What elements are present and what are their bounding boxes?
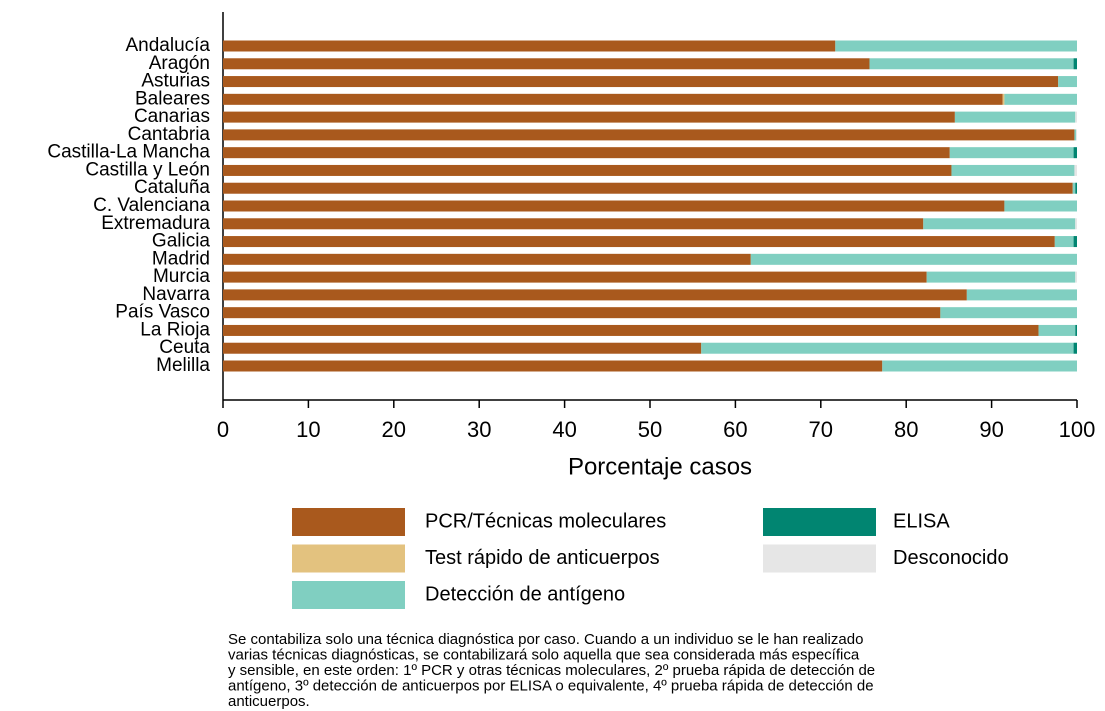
bar-segment	[954, 111, 1076, 123]
legend-label: Test rápido de anticuerpos	[425, 547, 660, 569]
bar-segment	[223, 253, 751, 265]
bar-segment	[1074, 164, 1077, 176]
bar-segment	[1075, 182, 1077, 194]
bar-segment	[882, 360, 1077, 372]
bar-segment	[1075, 271, 1077, 283]
bar-segment	[1073, 342, 1077, 354]
bar-segment	[223, 182, 1073, 194]
bar-segment	[1058, 76, 1077, 88]
bar-segment	[1075, 111, 1077, 123]
bar-segment	[926, 271, 1076, 283]
y-tick-label: Cataluña	[134, 177, 210, 198]
legend-swatch	[763, 544, 876, 573]
x-tick-label: 80	[894, 417, 918, 442]
bar-segment	[223, 93, 1003, 105]
x-axis-label: Porcentaje casos	[568, 453, 752, 480]
bar-segment	[1076, 129, 1077, 141]
x-tick-label: 10	[296, 417, 320, 442]
bar-segment	[223, 164, 952, 176]
y-tick-label: Castilla y León	[85, 159, 210, 180]
bar-segment	[1038, 324, 1076, 336]
bar-segment	[223, 200, 1005, 212]
y-tick-label: Galicia	[152, 231, 211, 252]
footnote: antígeno, 3º detección de anticuerpos po…	[228, 677, 874, 694]
bar-segment	[1002, 93, 1005, 105]
x-tick-label: 20	[382, 417, 406, 442]
bar-segment	[223, 147, 950, 159]
y-tick-label: Andalucía	[125, 35, 210, 56]
footnote: y sensible, en este orden: 1º PCR y otra…	[228, 662, 875, 679]
bar-segment	[1073, 147, 1077, 159]
bar-segment	[835, 40, 1077, 52]
bar-segment	[1073, 236, 1077, 248]
bar-segment	[1073, 58, 1077, 70]
bar-segment	[1004, 200, 1077, 212]
y-tick-label: La Rioja	[140, 319, 210, 340]
bar-segment	[1054, 236, 1074, 248]
y-tick-label: Canarias	[134, 106, 210, 127]
bar-segment	[223, 76, 1059, 88]
legend-swatch	[763, 508, 876, 536]
legend-label: Detección de antígeno	[425, 583, 625, 605]
y-tick-label: Madrid	[152, 248, 210, 269]
bar-segment	[940, 307, 1077, 319]
bar-segment	[223, 360, 883, 372]
bar-segment	[1072, 182, 1076, 194]
legend-label: Desconocido	[893, 547, 1009, 569]
footnote: anticuerpos.	[228, 693, 310, 710]
y-tick-label: Ceuta	[159, 337, 210, 358]
x-tick-label: 70	[809, 417, 833, 442]
bar-segment	[1075, 324, 1077, 336]
y-tick-label: País Vasco	[115, 302, 210, 323]
y-tick-label: C. Valenciana	[93, 195, 210, 216]
bar-segment	[223, 218, 924, 230]
bar-segment	[949, 147, 1074, 159]
footnote: Se contabiliza solo una técnica diagnóst…	[228, 631, 863, 648]
bar-segment	[223, 129, 1075, 141]
y-tick-label: Melilla	[156, 355, 210, 376]
y-tick-label: Aragón	[149, 53, 210, 74]
bar-segment	[223, 324, 1039, 336]
y-tick-label: Asturias	[141, 71, 210, 92]
footnote: varias técnicas diagnósticas, se contabi…	[228, 646, 860, 663]
bar-segment	[951, 164, 1075, 176]
bar-segment	[223, 307, 941, 319]
bar-segment	[223, 236, 1055, 248]
y-tick-label: Extremadura	[101, 213, 210, 234]
bar-segment	[966, 289, 1077, 301]
legend-label: ELISA	[893, 510, 950, 532]
bar-segment	[223, 111, 955, 123]
x-tick-label: 90	[979, 417, 1003, 442]
bar-segment	[1074, 129, 1077, 141]
bar-segment	[223, 58, 870, 70]
x-tick-label: 30	[467, 417, 491, 442]
bar-segment	[223, 289, 967, 301]
bar-segment	[701, 342, 1074, 354]
legend-label: PCR/Técnicas moleculares	[425, 510, 666, 532]
y-tick-label: Baleares	[135, 88, 210, 109]
bar-segment	[223, 40, 836, 52]
bar-segment	[750, 253, 1077, 265]
x-tick-label: 0	[217, 417, 229, 442]
bar-segment	[1075, 218, 1077, 230]
bar-segment	[1004, 93, 1077, 105]
y-tick-label: Murcia	[153, 266, 210, 287]
bar-segment	[223, 342, 702, 354]
bar-segment	[223, 271, 927, 283]
y-tick-label: Castilla-La Mancha	[47, 142, 210, 163]
x-tick-label: 40	[552, 417, 576, 442]
y-tick-label: Navarra	[142, 284, 210, 305]
x-tick-label: 50	[638, 417, 662, 442]
legend-swatch	[292, 544, 405, 573]
x-tick-label: 60	[723, 417, 747, 442]
y-tick-label: Cantabria	[128, 124, 211, 145]
x-tick-label: 100	[1059, 417, 1096, 442]
bar-segment	[869, 58, 1074, 70]
legend-swatch	[292, 508, 405, 536]
legend-swatch	[292, 581, 405, 609]
bar-segment	[923, 218, 1076, 230]
